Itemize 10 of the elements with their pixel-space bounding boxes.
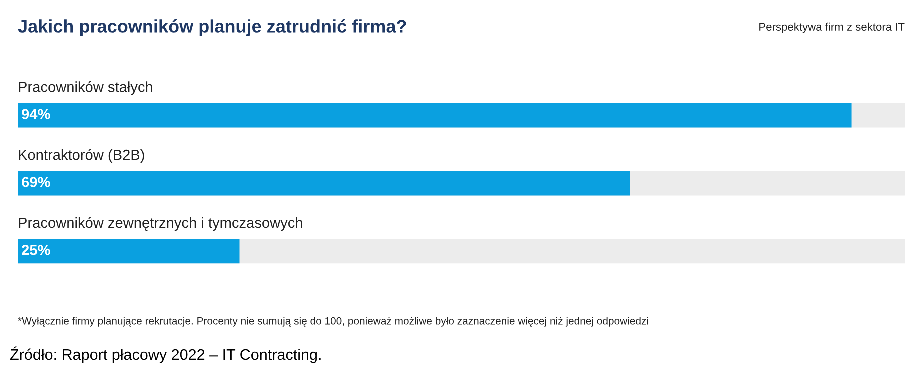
chart-title: Jakich pracowników planuje zatrudnić firma? [18, 20, 406, 36]
data-label: 94% [22, 109, 50, 120]
y-tick-label: Pracowników stałych [19, 81, 152, 96]
chart-subtitle: Perspektywa firm z sektora IT [760, 22, 905, 34]
data-label: 25% [22, 245, 50, 256]
y-tick-label: Kontraktorów (B2B) [19, 149, 144, 164]
text: *Wyłącznie firmy planujące rekrutacje. Procenty nie sumują się do 100, ponieważ możliwe było zaznaczenie więcej niż jednej odpowiedzi [18, 317, 648, 327]
y-tick-label: Pracowników zewnętrznych i tymczasowych [19, 217, 302, 232]
text: Źródło: Raport płacowy 2022 – IT Contracting. [10, 346, 321, 364]
data-label: 69% [22, 177, 50, 188]
